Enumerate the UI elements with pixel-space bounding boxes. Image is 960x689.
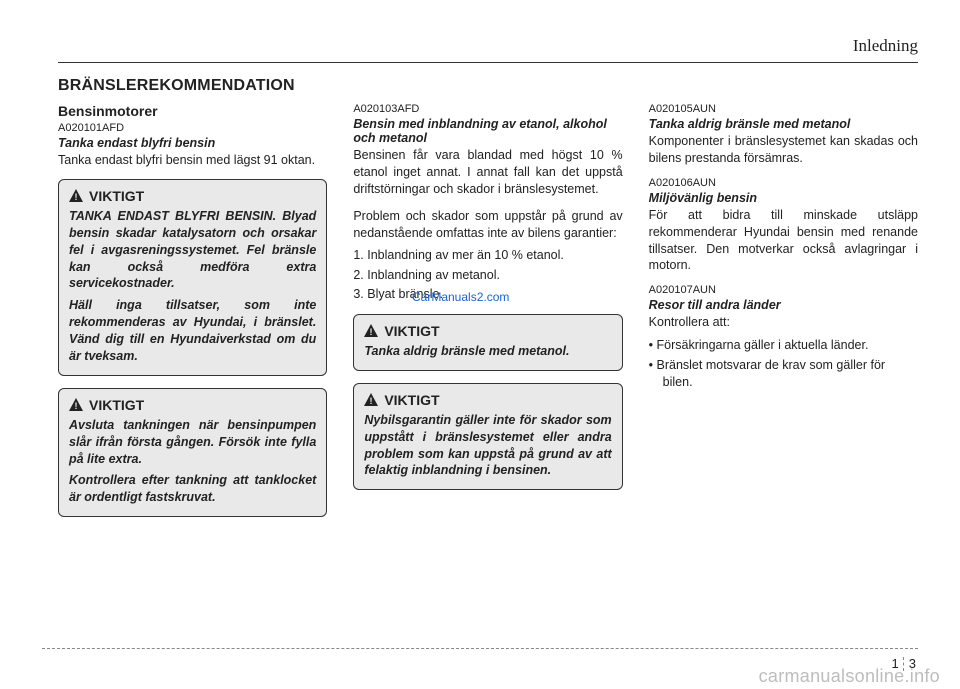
text-block: A020107AUN Resor till andra länder Kontr…	[649, 284, 918, 391]
callout-box: ! VIKTIGT Avsluta tankningen när bensinp…	[58, 388, 327, 517]
text-block: A020103AFD Bensin med inblandning av eta…	[353, 103, 622, 198]
callout-head: ! VIKTIGT	[364, 323, 611, 339]
callout-box: ! VIKTIGT TANKA ENDAST BLYFRI BENSIN. Bl…	[58, 179, 327, 376]
callout-box: ! VIKTIGT Nybilsgarantin gäller inte för…	[353, 383, 622, 491]
code-label: A020101AFD	[58, 122, 327, 134]
callout-text: Häll inga tillsatser, som inte rekommend…	[69, 297, 316, 365]
paragraph-heading: Bensin med inblandning av etanol, alkoho…	[353, 117, 622, 145]
code-label: A020107AUN	[649, 284, 918, 296]
text-block: A020105AUN Tanka aldrig bränsle med meta…	[649, 103, 918, 167]
list-item: • Bränslet motsvarar de krav som gäller …	[649, 357, 918, 392]
paragraph-heading: Miljövänlig bensin	[649, 191, 918, 205]
text-block: A020101AFD Tanka endast blyfri bensin Ta…	[58, 122, 327, 169]
callout-text: TANKA ENDAST BLYFRI BENSIN. Blyad bensin…	[69, 208, 316, 292]
callout-head: ! VIKTIGT	[69, 188, 316, 204]
paragraph-heading: Tanka aldrig bränsle med metanol	[649, 117, 918, 131]
list-item: • Försäkringarna gäller i aktuella lände…	[649, 337, 918, 355]
list-item: 1. Inblandning av mer än 10 % etanol.	[353, 247, 622, 265]
list-item: 2. Inblandning av metanol.	[353, 267, 622, 285]
warning-triangle-icon: !	[364, 393, 378, 406]
column-3: A020105AUN Tanka aldrig bränsle med meta…	[649, 77, 918, 529]
callout-head: ! VIKTIGT	[364, 392, 611, 408]
body-text: Komponenter i bränslesystemet kan skadas…	[649, 133, 918, 167]
code-label: A020103AFD	[353, 103, 622, 115]
paragraph-heading: Resor till andra länder	[649, 298, 918, 312]
watermark: CarManuals2.com	[412, 290, 509, 304]
code-label: A020105AUN	[649, 103, 918, 115]
bullet-list: • Försäkringarna gäller i aktuella lände…	[649, 337, 918, 392]
callout-body: TANKA ENDAST BLYFRI BENSIN. Blyad bensin…	[69, 208, 316, 365]
callout-head: ! VIKTIGT	[69, 397, 316, 413]
callout-body: Nybilsgarantin gäller inte för skador so…	[364, 412, 611, 480]
callout-text: Kontrollera efter tankning att tanklocke…	[69, 472, 316, 506]
section-title: BRÄNSLEREKOMMENDATION	[58, 77, 327, 95]
body-text: För att bidra till minskade utsläpp reko…	[649, 207, 918, 275]
svg-text:!: !	[75, 401, 78, 411]
callout-text: Avsluta tankningen när bensinpumpen slår…	[69, 417, 316, 468]
warning-triangle-icon: !	[69, 189, 83, 202]
subsection-title: Bensinmotorer	[58, 103, 327, 119]
callout-text: Nybilsgarantin gäller inte för skador so…	[364, 412, 611, 480]
callout-body: Avsluta tankningen när bensinpumpen slår…	[69, 417, 316, 506]
callout-title: VIKTIGT	[89, 188, 144, 204]
footer-rule	[42, 648, 918, 649]
svg-text:!: !	[370, 396, 373, 406]
callout-text: Tanka aldrig bränsle med metanol.	[364, 343, 611, 360]
body-text: Tanka endast blyfri bensin med lägst 91 …	[58, 152, 327, 169]
body-text: Problem och skador som uppstår på grund …	[353, 208, 622, 242]
code-label: A020106AUN	[649, 177, 918, 189]
callout-title: VIKTIGT	[384, 323, 439, 339]
running-head: Inledning	[58, 36, 918, 56]
callout-body: Tanka aldrig bränsle med metanol.	[364, 343, 611, 360]
paragraph-heading: Tanka endast blyfri bensin	[58, 136, 327, 150]
top-rule	[58, 62, 918, 63]
callout-title: VIKTIGT	[89, 397, 144, 413]
body-text: Kontrollera att:	[649, 314, 918, 331]
body-text: Bensinen får vara blandad med högst 10 %…	[353, 147, 622, 198]
warning-triangle-icon: !	[69, 398, 83, 411]
svg-text:!: !	[75, 192, 78, 202]
callout-box: ! VIKTIGT Tanka aldrig bränsle med metan…	[353, 314, 622, 371]
column-1: BRÄNSLEREKOMMENDATION Bensinmotorer A020…	[58, 77, 327, 529]
site-footer: carmanualsonline.info	[759, 666, 940, 687]
warning-triangle-icon: !	[364, 324, 378, 337]
callout-title: VIKTIGT	[384, 392, 439, 408]
svg-text:!: !	[370, 327, 373, 337]
text-block: A020106AUN Miljövänlig bensin För att bi…	[649, 177, 918, 275]
